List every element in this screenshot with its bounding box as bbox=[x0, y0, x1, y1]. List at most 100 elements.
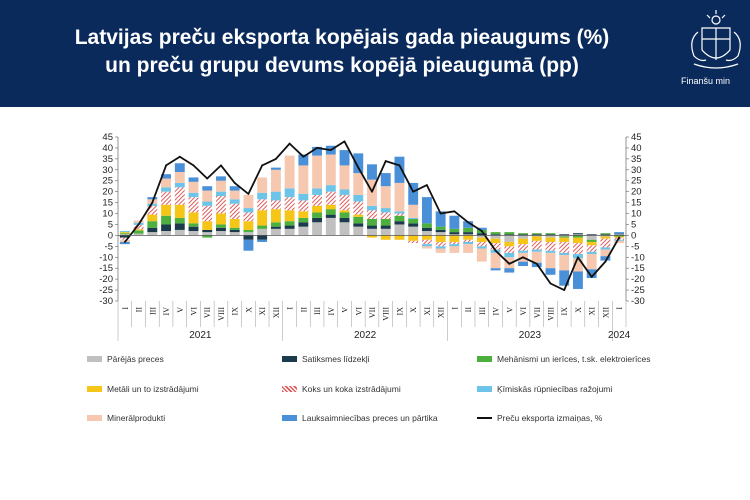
export-change-point bbox=[508, 262, 511, 265]
y-tick-label-right: 15 bbox=[631, 198, 642, 209]
bar-vehicles bbox=[545, 234, 556, 236]
legend-swatch-agri bbox=[282, 415, 297, 421]
export-change-point bbox=[316, 147, 318, 149]
y-tick-label-right: 0 bbox=[631, 230, 636, 241]
bar-metals bbox=[408, 235, 419, 241]
bar-machinery bbox=[559, 236, 570, 238]
bar-wood bbox=[133, 224, 144, 230]
bar-agri bbox=[339, 150, 350, 166]
bar-mineral bbox=[325, 154, 336, 186]
series-machinery bbox=[119, 209, 625, 242]
bar-wood bbox=[325, 191, 336, 205]
y-tick-label-left: 20 bbox=[102, 187, 113, 198]
bar-wood bbox=[463, 239, 474, 242]
bar-agri bbox=[188, 177, 199, 182]
bar-wood bbox=[188, 197, 199, 213]
bar-other bbox=[270, 228, 281, 236]
bar-chemicals bbox=[600, 247, 611, 250]
bar-other bbox=[243, 232, 254, 236]
bar-machinery bbox=[463, 227, 474, 233]
x-tick-label: VIII bbox=[217, 307, 226, 321]
bar-wood bbox=[518, 244, 528, 251]
bar-vehicles bbox=[449, 232, 460, 235]
export-change-point bbox=[357, 166, 360, 169]
bar-machinery bbox=[188, 223, 199, 227]
x-tick-label: VII bbox=[533, 307, 542, 318]
bar-other bbox=[449, 234, 460, 236]
bar-other bbox=[339, 222, 350, 236]
series-vehicles bbox=[119, 214, 625, 240]
series-metals bbox=[119, 204, 625, 247]
bar-wood bbox=[202, 205, 213, 222]
export-change-point bbox=[480, 230, 483, 232]
bar-metals bbox=[270, 209, 281, 223]
x-tick-label: II bbox=[135, 307, 144, 313]
y-tick-label-left: 40 bbox=[102, 143, 113, 154]
bar-machinery bbox=[380, 219, 391, 226]
bar-agri bbox=[257, 239, 268, 242]
bar-machinery bbox=[257, 225, 268, 229]
bar-metals bbox=[339, 210, 350, 213]
bar-chemicals bbox=[312, 188, 323, 195]
bar-mineral bbox=[449, 246, 460, 253]
x-tick-label: XI bbox=[423, 307, 432, 316]
year-label: 2023 bbox=[519, 330, 542, 341]
x-tick-label: VIII bbox=[546, 307, 555, 321]
bar-metals bbox=[518, 238, 528, 245]
bar-wood bbox=[243, 212, 254, 222]
export-change-point bbox=[247, 192, 250, 195]
bar-vehicles bbox=[531, 234, 542, 236]
bar-agri bbox=[518, 261, 528, 267]
bar-machinery bbox=[202, 235, 213, 238]
export-change-point bbox=[151, 201, 154, 204]
logo-caption: Finanšu min bbox=[681, 76, 731, 86]
bar-agri bbox=[435, 211, 446, 227]
bar-agri bbox=[312, 146, 323, 156]
x-tick-label: X bbox=[574, 307, 583, 313]
bar-chemicals bbox=[394, 211, 405, 214]
bar-mineral bbox=[298, 165, 309, 194]
export-change-point bbox=[563, 289, 566, 291]
bar-mineral bbox=[188, 181, 199, 193]
bar-mineral bbox=[257, 177, 268, 193]
bar-mineral bbox=[531, 251, 542, 263]
bar-vehicles bbox=[202, 229, 213, 233]
y-tick-label-left: 5 bbox=[108, 219, 113, 230]
y-tick-label-right: 10 bbox=[631, 209, 642, 220]
bar-agri bbox=[545, 268, 556, 275]
bar-metals bbox=[284, 210, 295, 222]
bar-agri bbox=[490, 268, 501, 271]
x-tick-label: IV bbox=[162, 307, 171, 316]
bar-wood bbox=[435, 241, 446, 247]
x-tick-label: IX bbox=[395, 307, 404, 316]
y-tick-label-left: -5 bbox=[105, 241, 113, 252]
bar-machinery bbox=[353, 216, 364, 224]
y-tick-label-left: -25 bbox=[99, 285, 113, 296]
bar-metals bbox=[421, 235, 432, 240]
bar-agri bbox=[147, 197, 158, 200]
bar-vehicles bbox=[119, 235, 130, 238]
bar-wood bbox=[531, 240, 542, 250]
bar-machinery bbox=[421, 223, 432, 228]
bar-mineral bbox=[545, 252, 556, 269]
bar-mineral bbox=[270, 169, 281, 192]
bar-other bbox=[490, 235, 501, 239]
bar-other bbox=[573, 234, 583, 236]
x-tick-label: VI bbox=[354, 307, 363, 316]
bar-vehicles bbox=[421, 227, 432, 232]
bar-metals bbox=[133, 229, 144, 231]
legend-item-agri: Lauksaimniecības preces un pārtika bbox=[282, 413, 438, 423]
bar-metals bbox=[229, 219, 240, 228]
bar-mineral bbox=[394, 182, 405, 212]
bar-machinery bbox=[504, 232, 515, 235]
bar-machinery bbox=[325, 209, 336, 215]
bar-other bbox=[476, 235, 487, 238]
x-tick-label: XII bbox=[601, 307, 610, 318]
export-change-point bbox=[467, 221, 470, 224]
bar-wood bbox=[270, 200, 281, 210]
bar-machinery bbox=[312, 212, 323, 218]
bar-machinery bbox=[614, 235, 625, 237]
bar-wood bbox=[490, 243, 501, 250]
bar-chemicals bbox=[504, 252, 515, 258]
bar-machinery bbox=[435, 226, 446, 230]
